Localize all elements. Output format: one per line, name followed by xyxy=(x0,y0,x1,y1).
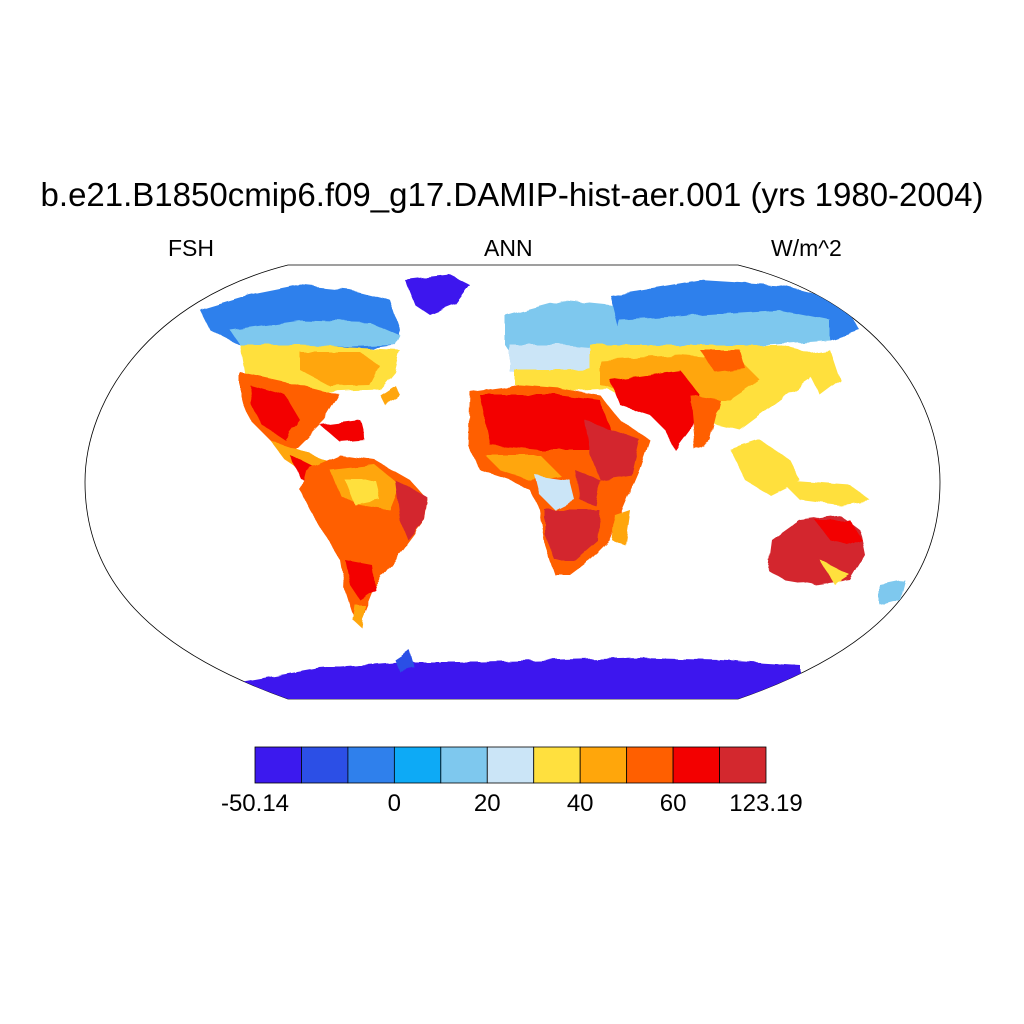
colorbar-box xyxy=(254,746,302,784)
antarctica xyxy=(240,658,800,699)
asia xyxy=(590,280,870,505)
colorbar-box xyxy=(626,746,674,784)
north-america xyxy=(200,285,400,485)
colorbar-box xyxy=(301,746,349,784)
colorbar-box xyxy=(486,746,535,784)
colorbar-tick-label: 0 xyxy=(387,790,402,817)
colorbar xyxy=(254,746,767,784)
colorbar-tick-label: 20 xyxy=(473,790,501,817)
colorbar-box xyxy=(440,746,488,784)
colorbar-box xyxy=(672,746,720,784)
africa xyxy=(468,385,650,575)
colorbar-box xyxy=(347,746,395,784)
greenland xyxy=(405,275,470,315)
units-label: W/m^2 xyxy=(771,235,842,261)
colorbar-box xyxy=(719,746,767,784)
colorbar-box xyxy=(533,746,581,784)
australia xyxy=(768,515,905,605)
colorbar-tick-label: 40 xyxy=(566,790,594,817)
south-america xyxy=(300,455,428,628)
colorbar-box xyxy=(579,746,628,784)
map-title: b.e21.B1850cmip6.f09_g17.DAMIP-hist-aer.… xyxy=(40,176,984,213)
variable-label: FSH xyxy=(168,235,214,261)
colorbar-box xyxy=(393,746,442,784)
colorbar-tick-label: -50.14 xyxy=(220,790,290,817)
colorbar-tick-label: 123.19 xyxy=(729,790,803,817)
season-label: ANN xyxy=(484,235,533,261)
colorbar-tick-label: 60 xyxy=(659,790,687,817)
